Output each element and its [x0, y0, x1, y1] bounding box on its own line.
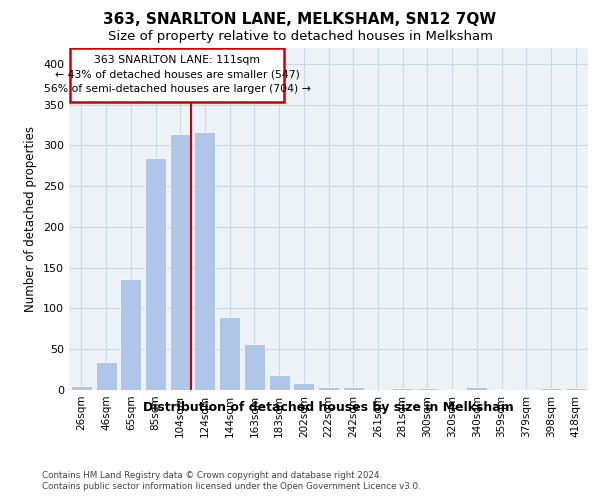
- Bar: [120, 279, 141, 390]
- Bar: [565, 388, 586, 390]
- Text: ← 43% of detached houses are smaller (547): ← 43% of detached houses are smaller (54…: [55, 70, 299, 80]
- Text: 363, SNARLTON LANE, MELKSHAM, SN12 7QW: 363, SNARLTON LANE, MELKSHAM, SN12 7QW: [103, 12, 497, 28]
- Bar: [219, 316, 240, 390]
- Y-axis label: Number of detached properties: Number of detached properties: [25, 126, 37, 312]
- Text: Contains HM Land Registry data © Crown copyright and database right 2024.: Contains HM Land Registry data © Crown c…: [42, 471, 382, 480]
- Bar: [170, 134, 191, 390]
- Bar: [145, 158, 166, 390]
- Bar: [269, 376, 290, 390]
- FancyBboxPatch shape: [70, 48, 284, 102]
- Bar: [318, 386, 339, 390]
- Bar: [417, 388, 438, 390]
- Bar: [466, 386, 487, 390]
- Text: Distribution of detached houses by size in Melksham: Distribution of detached houses by size …: [143, 402, 514, 414]
- Bar: [392, 388, 413, 390]
- Bar: [71, 386, 92, 390]
- Text: 363 SNARLTON LANE: 111sqm: 363 SNARLTON LANE: 111sqm: [94, 55, 260, 65]
- Bar: [95, 362, 116, 390]
- Bar: [194, 132, 215, 390]
- Text: Size of property relative to detached houses in Melksham: Size of property relative to detached ho…: [107, 30, 493, 43]
- Bar: [293, 382, 314, 390]
- Bar: [244, 344, 265, 390]
- Bar: [491, 389, 512, 390]
- Text: 56% of semi-detached houses are larger (704) →: 56% of semi-detached houses are larger (…: [44, 84, 311, 94]
- Text: Contains public sector information licensed under the Open Government Licence v3: Contains public sector information licen…: [42, 482, 421, 491]
- Bar: [541, 388, 562, 390]
- Bar: [343, 386, 364, 390]
- Bar: [442, 389, 463, 390]
